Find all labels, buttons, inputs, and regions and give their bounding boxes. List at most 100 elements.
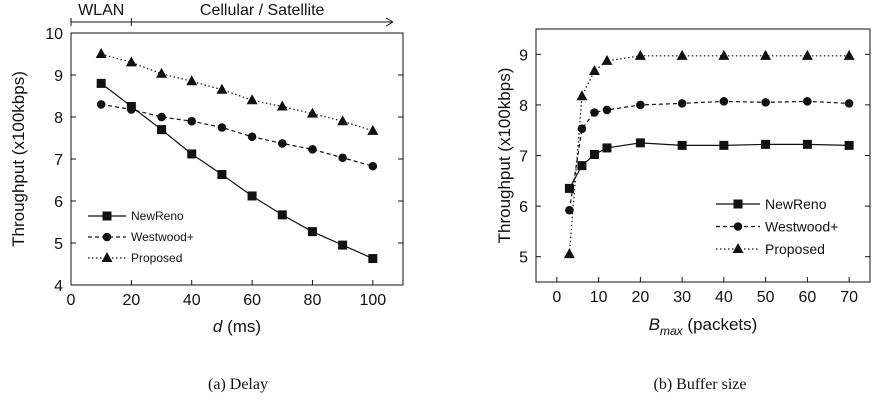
data-point [216, 83, 228, 94]
y-tick-label: 8 [54, 110, 63, 127]
x-tick-label: 30 [673, 289, 691, 306]
y-axis-label: Throughput (x100kbps) [9, 71, 28, 247]
data-point [308, 145, 317, 154]
data-point [844, 99, 854, 108]
caption-b: (b) Buffer size [654, 376, 747, 393]
series-group [563, 49, 855, 259]
y-tick-label: 6 [519, 199, 528, 216]
legend-label: Proposed [765, 241, 825, 257]
data-point [247, 191, 257, 201]
data-point [217, 170, 227, 180]
legend-entry: Westwood+ [88, 230, 194, 244]
data-point [719, 140, 729, 150]
series-westwood- [565, 97, 854, 215]
data-point [719, 97, 729, 106]
x-axis-label-variable: d [213, 317, 223, 336]
x-tick-label: 0 [552, 289, 561, 306]
data-point [577, 161, 587, 171]
y-tick-label: 5 [54, 236, 63, 253]
data-point [636, 100, 645, 110]
data-point [601, 54, 613, 65]
data-point [564, 183, 574, 193]
series-line [568, 142, 850, 189]
x-tick-label: 80 [304, 292, 322, 309]
band-label: Cellular / Satellite [200, 2, 325, 19]
legend-entry: Westwood+ [716, 218, 838, 234]
y-tick-label: 4 [54, 278, 63, 295]
y-tick-label: 8 [519, 98, 528, 115]
x-tick-label: 20 [122, 292, 140, 309]
data-point [761, 98, 770, 107]
data-point [677, 99, 687, 108]
data-point [96, 78, 106, 88]
x-tick-label: 50 [757, 289, 775, 306]
legend-marker [732, 243, 744, 253]
x-tick-label: 40 [715, 289, 733, 306]
x-axis-ticks: 0 10 20 30 40 50 60 70 [552, 277, 858, 306]
data-point [337, 115, 349, 126]
legend-entry: Proposed [716, 241, 825, 257]
series-westwood- [96, 100, 378, 171]
data-point [588, 64, 600, 75]
data-point [156, 67, 168, 78]
data-point [634, 49, 646, 60]
x-tick-label: 20 [631, 289, 649, 306]
legend-marker [733, 199, 743, 209]
x-axis-ticks: 0 20 40 60 80 100 [67, 280, 386, 309]
band-arrow [385, 17, 394, 23]
x-tick-label: 60 [798, 289, 816, 306]
y-tick-label: 7 [54, 152, 63, 169]
data-point [803, 97, 812, 106]
legend-label: NewReno [131, 209, 184, 223]
panel-buffer-size: 5 6 7 8 9 0 10 20 30 40 50 60 70 NewReno Westwood+ Pr… [495, 28, 871, 393]
data-point [844, 140, 854, 150]
x-axis-label: d (ms) [213, 317, 261, 336]
y-tick-label: 7 [519, 149, 528, 166]
data-point [801, 49, 813, 60]
data-point [761, 139, 771, 149]
data-point [576, 90, 588, 101]
data-point [277, 139, 287, 148]
x-tick-label: 70 [840, 289, 858, 306]
x-axis-label-unit: (packets) [683, 315, 758, 334]
series-line [568, 100, 850, 211]
data-point [602, 143, 612, 153]
data-point [338, 240, 348, 250]
legend-label: Westwood+ [765, 218, 838, 234]
data-point [635, 138, 645, 148]
y-tick-label: 9 [519, 47, 528, 64]
x-tick-label: 60 [243, 292, 261, 309]
data-point [718, 49, 730, 60]
data-point [602, 105, 612, 115]
legend-label: Westwood+ [131, 230, 194, 244]
data-point [589, 149, 599, 159]
series-line [568, 55, 850, 255]
data-point [125, 56, 137, 67]
data-point [368, 161, 378, 171]
y-axis-ticks: 4 5 6 7 8 9 10 [45, 26, 403, 295]
y-tick-label: 6 [54, 194, 63, 211]
data-point [247, 132, 257, 142]
data-point [676, 49, 688, 60]
data-point [563, 248, 575, 259]
x-tick-label: 100 [359, 292, 386, 309]
legend-marker [101, 252, 113, 262]
y-tick-label: 5 [519, 250, 528, 267]
data-point [338, 153, 347, 163]
data-point [96, 100, 106, 109]
data-point [565, 205, 574, 215]
network-bands: WLAN Cellular / Satellite [70, 2, 394, 27]
legend-entry: NewReno [88, 209, 184, 223]
data-point [307, 227, 317, 237]
data-point [95, 48, 107, 58]
data-point [577, 124, 587, 133]
data-point [802, 139, 812, 149]
series-line [101, 103, 373, 167]
data-point [760, 49, 772, 60]
legend: NewReno Westwood+ Proposed [88, 209, 194, 265]
data-point [217, 123, 227, 132]
series-proposed [95, 48, 379, 135]
data-point [127, 105, 136, 114]
legend-label: Proposed [131, 251, 182, 265]
